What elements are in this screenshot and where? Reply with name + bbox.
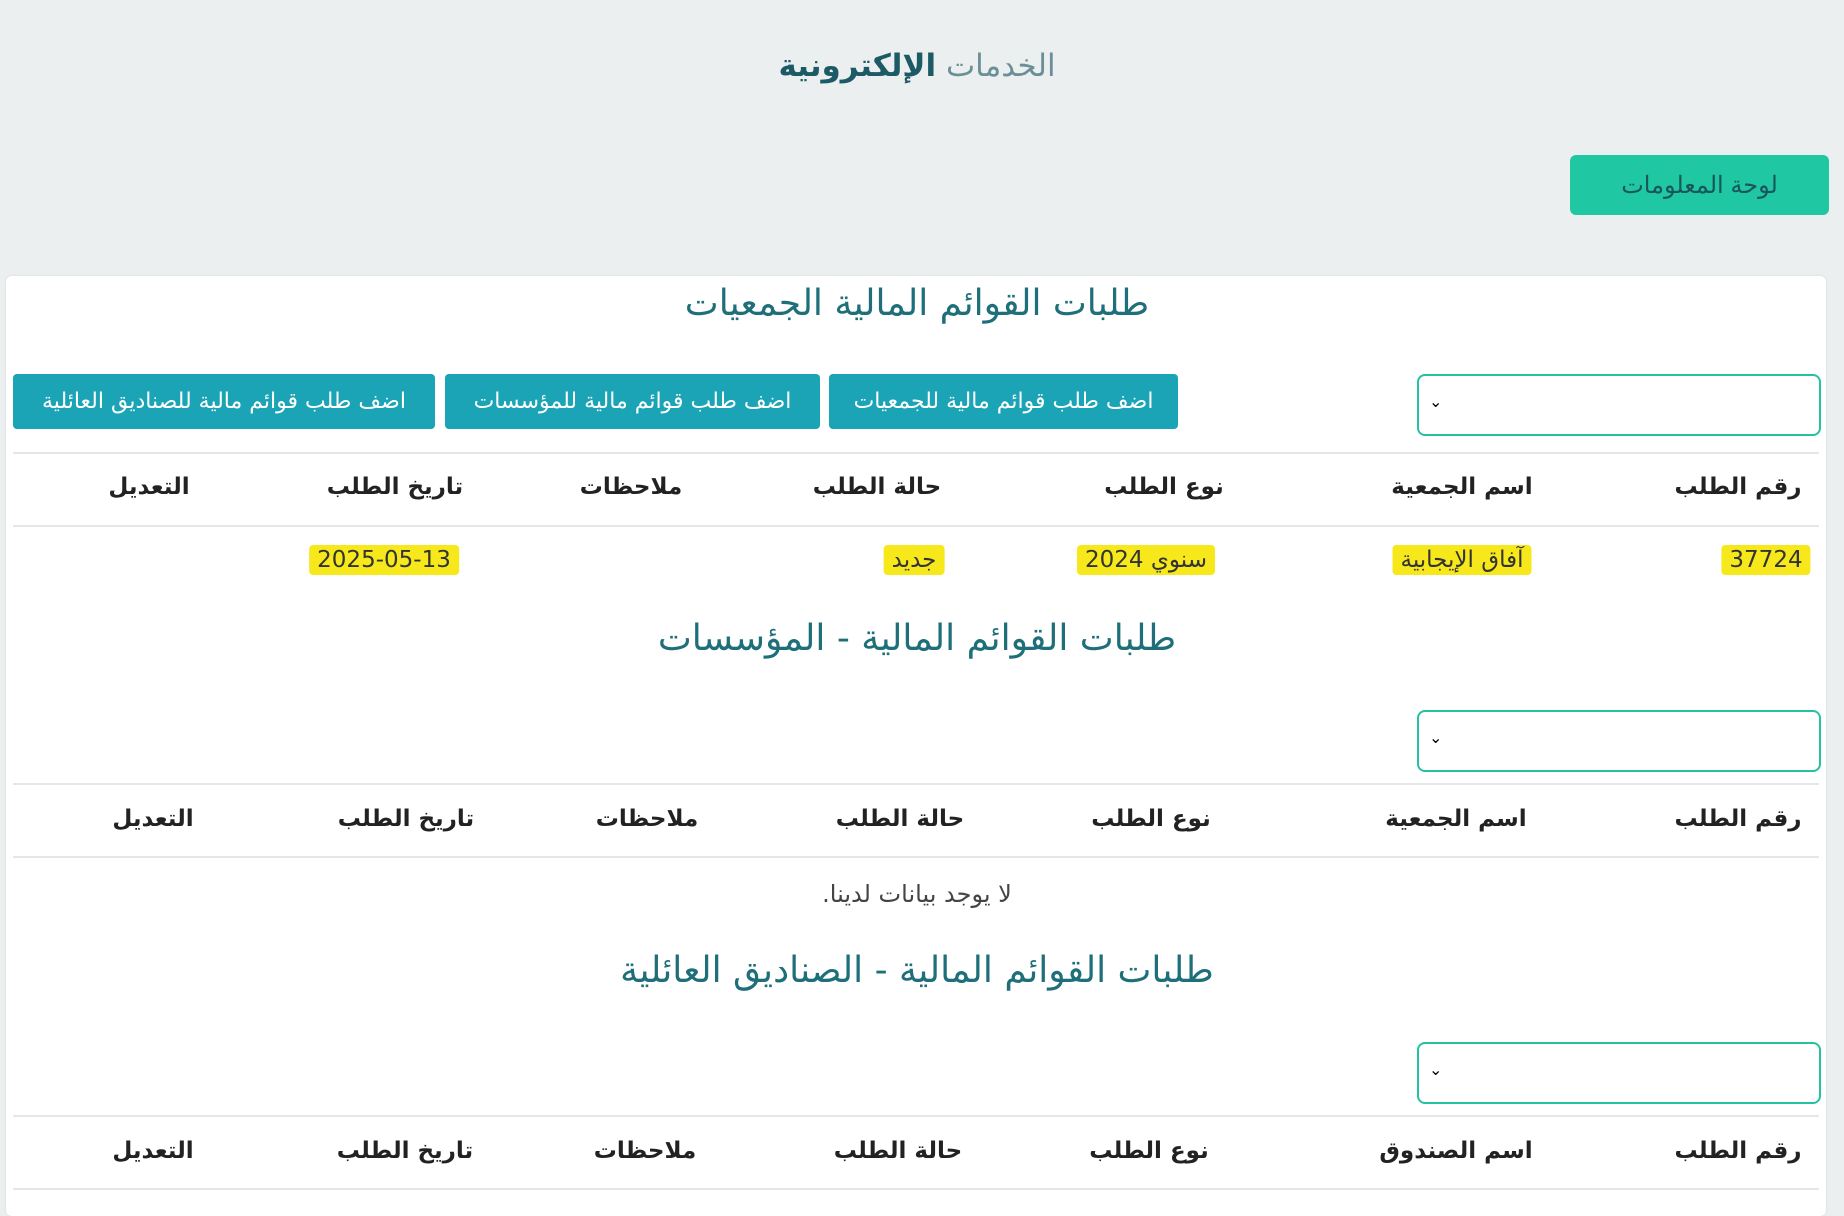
association-name: آفاق الإيجابية [1392, 545, 1532, 575]
column-header: ملاحظات [593, 1138, 697, 1164]
column-header: اسم الصندوق [1379, 1138, 1533, 1164]
site-title: الخدمات الإلكترونية [0, 48, 1834, 84]
column-header: حالة الطلب [835, 806, 965, 832]
add-family-funds-request-button[interactable]: اضف طلب قوائم مالية للصناديق العائلية [13, 374, 435, 429]
request-id: 37724 [1721, 545, 1811, 575]
filter-select-associations[interactable]: ⌄ [1417, 374, 1821, 436]
empty-state-text: لا يوجد بيانات لدينا. [822, 880, 1012, 908]
divider [13, 1115, 1819, 1117]
column-header: رقم الطلب [1674, 474, 1802, 500]
site-title-bold: الإلكترونية [778, 48, 937, 84]
chevron-down-icon: ⌄ [1429, 392, 1443, 411]
section-title-associations: طلبات القوائم المالية الجمعيات [684, 283, 1150, 324]
request-date: 2025-05-13 [309, 545, 459, 575]
section-title-family-funds: طلبات القوائم المالية - الصناديق العائلي… [620, 950, 1214, 991]
filter-select-institutions[interactable]: ⌄ [1417, 710, 1821, 772]
column-header: رقم الطلب [1674, 1138, 1802, 1164]
divider [13, 856, 1819, 858]
dashboard-button[interactable]: لوحة المعلومات [1570, 155, 1829, 215]
column-header: اسم الجمعية [1391, 474, 1533, 500]
column-header: ملاحظات [595, 806, 699, 832]
column-header: نوع الطلب [1104, 474, 1224, 500]
column-header: حالة الطلب [833, 1138, 963, 1164]
divider [13, 525, 1819, 527]
chevron-down-icon: ⌄ [1429, 1060, 1443, 1079]
column-header: رقم الطلب [1674, 806, 1802, 832]
column-header: تاريخ الطلب [326, 474, 464, 500]
add-associations-request-button[interactable]: اضف طلب قوائم مالية للجمعيات [829, 374, 1178, 429]
column-header: نوع الطلب [1089, 1138, 1209, 1164]
filter-select-family-funds[interactable]: ⌄ [1417, 1042, 1821, 1104]
divider [13, 1188, 1819, 1190]
column-header: اسم الجمعية [1385, 806, 1527, 832]
column-header: التعديل [112, 1138, 194, 1164]
column-header: نوع الطلب [1091, 806, 1211, 832]
chevron-down-icon: ⌄ [1429, 728, 1443, 747]
column-header: التعديل [112, 806, 194, 832]
request-status: جديد [883, 545, 945, 575]
section-title-institutions: طلبات القوائم المالية - المؤسسات [657, 618, 1177, 659]
column-header: تاريخ الطلب [336, 1138, 474, 1164]
column-header: ملاحظات [579, 474, 683, 500]
add-institutions-request-button[interactable]: اضف طلب قوائم مالية للمؤسسات [445, 374, 820, 429]
column-header: التعديل [108, 474, 190, 500]
request-type: سنوي 2024 [1077, 545, 1215, 575]
column-header: حالة الطلب [812, 474, 942, 500]
divider [13, 783, 1819, 785]
site-title-light: الخدمات [945, 48, 1056, 84]
divider [13, 452, 1819, 454]
column-header: تاريخ الطلب [337, 806, 475, 832]
